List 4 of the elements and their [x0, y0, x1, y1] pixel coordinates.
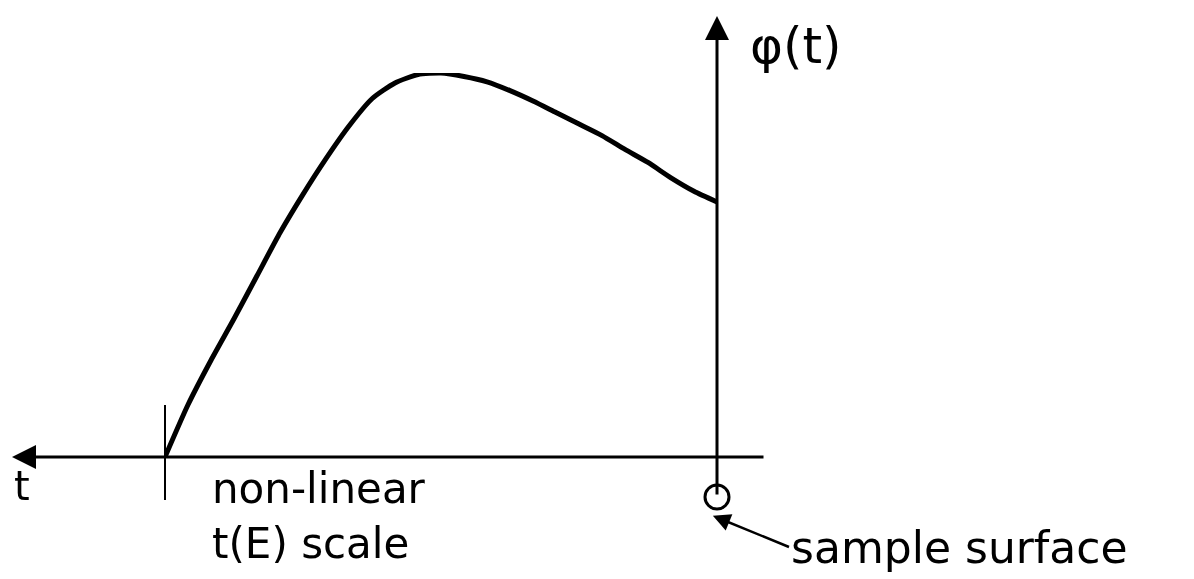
- y-axis-title: φ(t): [750, 17, 842, 75]
- x-axis-title: t: [14, 463, 30, 509]
- text: non-linear t(E) scale: [212, 464, 426, 568]
- text: sample surface: [791, 522, 1128, 573]
